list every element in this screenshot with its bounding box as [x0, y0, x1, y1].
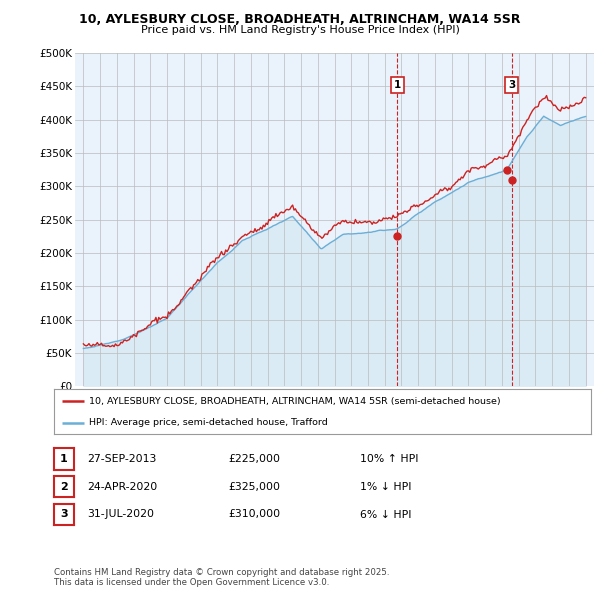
Text: £225,000: £225,000 [228, 454, 280, 464]
Text: 10, AYLESBURY CLOSE, BROADHEATH, ALTRINCHAM, WA14 5SR (semi-detached house): 10, AYLESBURY CLOSE, BROADHEATH, ALTRINC… [89, 397, 500, 406]
Text: £310,000: £310,000 [228, 510, 280, 519]
Text: 27-SEP-2013: 27-SEP-2013 [87, 454, 157, 464]
Text: 2: 2 [60, 482, 68, 491]
Text: 6% ↓ HPI: 6% ↓ HPI [360, 510, 412, 519]
Text: £325,000: £325,000 [228, 482, 280, 491]
Text: 24-APR-2020: 24-APR-2020 [87, 482, 157, 491]
Text: 31-JUL-2020: 31-JUL-2020 [87, 510, 154, 519]
Text: Price paid vs. HM Land Registry's House Price Index (HPI): Price paid vs. HM Land Registry's House … [140, 25, 460, 35]
Text: 10, AYLESBURY CLOSE, BROADHEATH, ALTRINCHAM, WA14 5SR: 10, AYLESBURY CLOSE, BROADHEATH, ALTRINC… [79, 13, 521, 26]
Text: Contains HM Land Registry data © Crown copyright and database right 2025.
This d: Contains HM Land Registry data © Crown c… [54, 568, 389, 587]
Text: 3: 3 [508, 80, 515, 90]
Text: 1: 1 [60, 454, 68, 464]
Text: HPI: Average price, semi-detached house, Trafford: HPI: Average price, semi-detached house,… [89, 418, 328, 427]
Text: 3: 3 [60, 510, 68, 519]
Text: 10% ↑ HPI: 10% ↑ HPI [360, 454, 419, 464]
Text: 1% ↓ HPI: 1% ↓ HPI [360, 482, 412, 491]
Text: 1: 1 [394, 80, 401, 90]
